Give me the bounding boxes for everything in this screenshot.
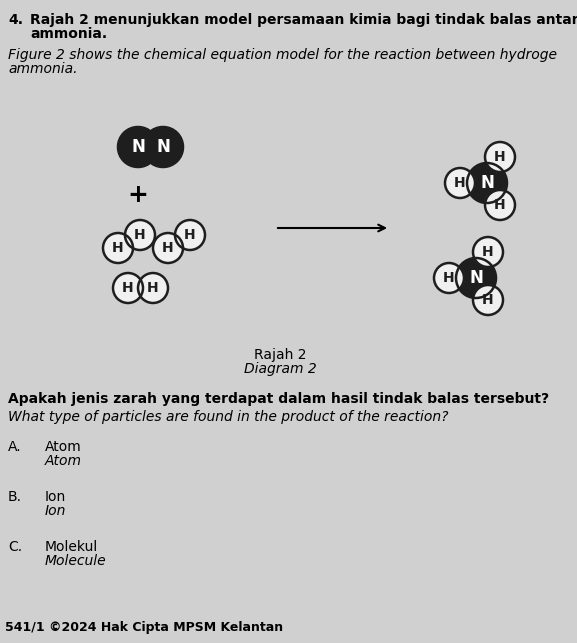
Text: H: H — [162, 241, 174, 255]
Circle shape — [473, 237, 503, 267]
Text: Atom: Atom — [45, 454, 82, 468]
Text: ammonia.: ammonia. — [30, 27, 107, 41]
Circle shape — [434, 263, 464, 293]
Text: H: H — [443, 271, 455, 285]
Circle shape — [485, 190, 515, 220]
Text: ammonia.: ammonia. — [8, 62, 77, 76]
Text: N: N — [131, 138, 145, 156]
Text: H: H — [112, 241, 124, 255]
Text: H: H — [184, 228, 196, 242]
Text: Molecule: Molecule — [45, 554, 107, 568]
Circle shape — [456, 258, 496, 298]
Text: Ion: Ion — [45, 504, 66, 518]
Text: Figure 2 shows the chemical equation model for the reaction between hydroge: Figure 2 shows the chemical equation mod… — [8, 48, 557, 62]
Text: Apakah jenis zarah yang terdapat dalam hasil tindak balas tersebut?: Apakah jenis zarah yang terdapat dalam h… — [8, 392, 549, 406]
Text: H: H — [134, 228, 146, 242]
Text: Rajah 2: Rajah 2 — [254, 348, 306, 362]
Text: H: H — [122, 281, 134, 295]
Circle shape — [118, 127, 158, 167]
Text: Ion: Ion — [45, 490, 66, 504]
Text: H: H — [454, 176, 466, 190]
Text: Molekul: Molekul — [45, 540, 98, 554]
Text: What type of particles are found in the product of the reaction?: What type of particles are found in the … — [8, 410, 448, 424]
Text: B.: B. — [8, 490, 22, 504]
Circle shape — [113, 273, 143, 303]
Text: +: + — [128, 183, 148, 207]
Circle shape — [138, 273, 168, 303]
Text: N: N — [156, 138, 170, 156]
Circle shape — [125, 220, 155, 250]
Text: 4.: 4. — [8, 13, 23, 27]
Text: Diagram 2: Diagram 2 — [243, 362, 316, 376]
Text: H: H — [482, 245, 494, 259]
Circle shape — [485, 142, 515, 172]
Text: H: H — [147, 281, 159, 295]
Text: Rajah 2 menunjukkan model persamaan kimia bagi tindak balas antara hidrog: Rajah 2 menunjukkan model persamaan kimi… — [30, 13, 577, 27]
Circle shape — [473, 285, 503, 315]
Text: N: N — [469, 269, 483, 287]
Circle shape — [445, 168, 475, 198]
Circle shape — [467, 163, 507, 203]
Circle shape — [175, 220, 205, 250]
Text: 541/1 ©2024 Hak Cipta MPSM Kelantan: 541/1 ©2024 Hak Cipta MPSM Kelantan — [5, 621, 283, 634]
Text: H: H — [494, 198, 506, 212]
Text: N: N — [480, 174, 494, 192]
Circle shape — [103, 233, 133, 263]
Circle shape — [153, 233, 183, 263]
Text: C.: C. — [8, 540, 22, 554]
Text: H: H — [494, 150, 506, 164]
Circle shape — [143, 127, 183, 167]
Text: Atom: Atom — [45, 440, 82, 454]
Text: H: H — [482, 293, 494, 307]
Text: A.: A. — [8, 440, 21, 454]
